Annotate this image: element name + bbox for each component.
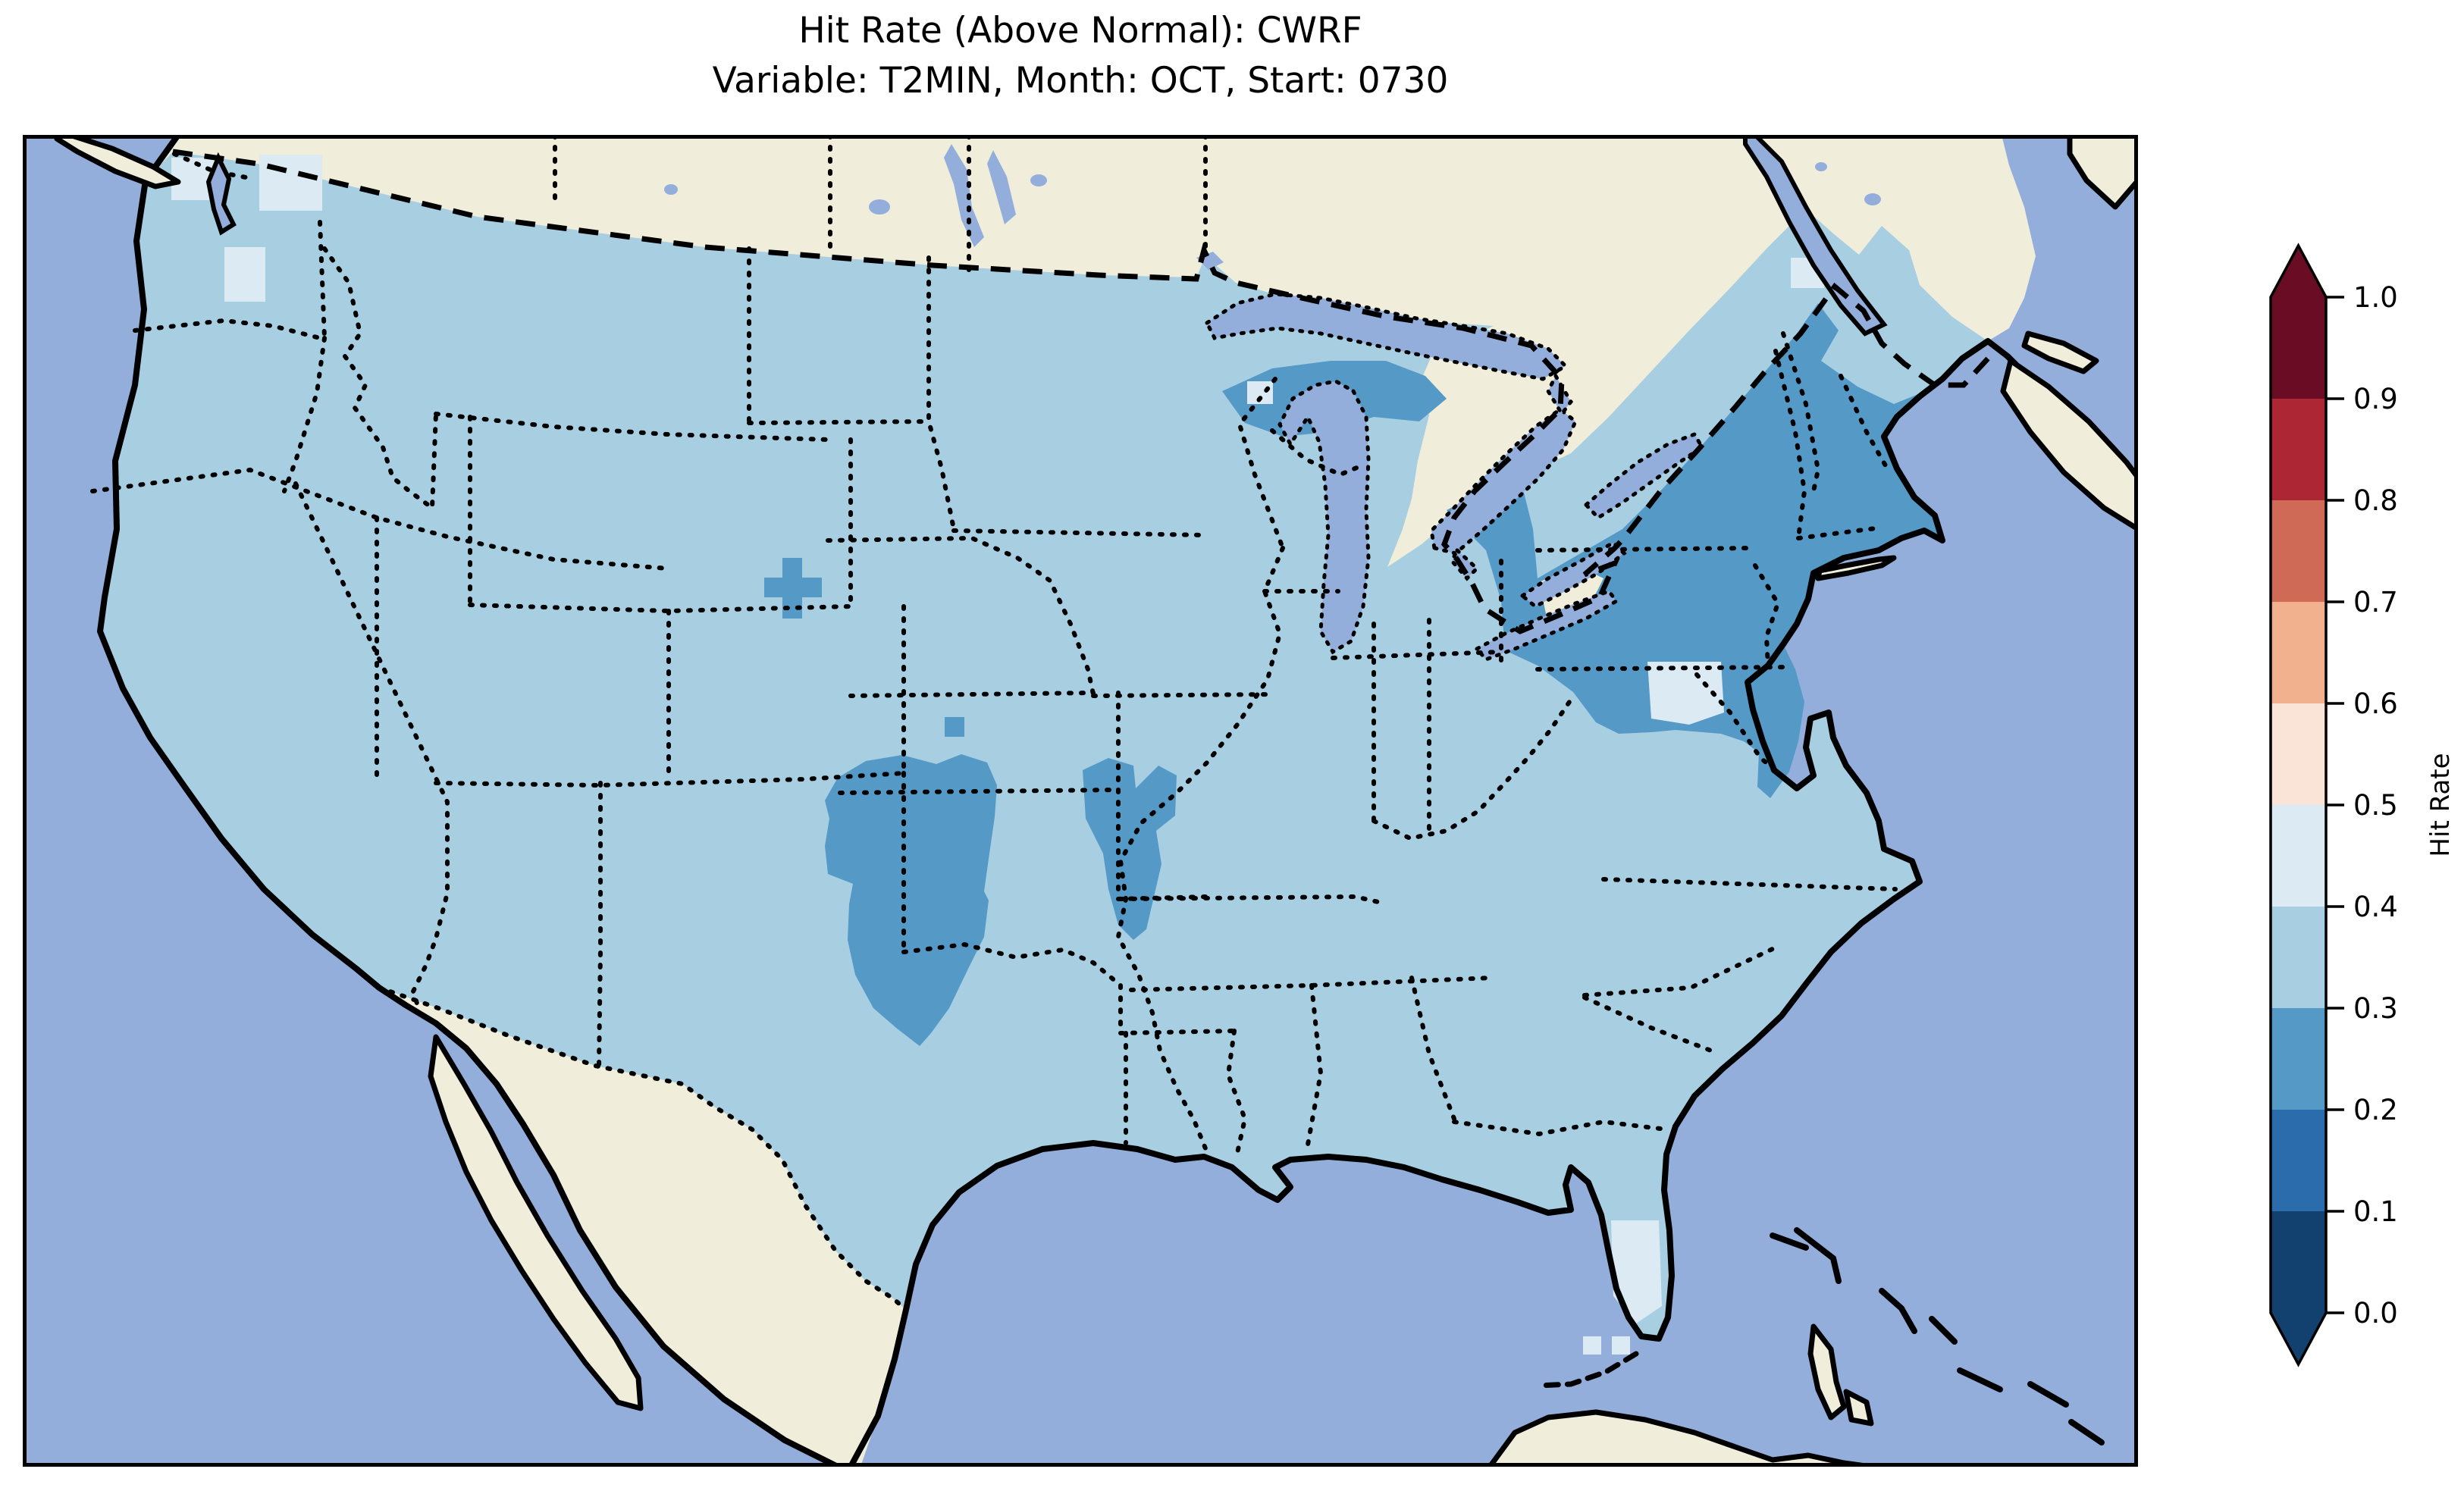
- tick-label: 0.1: [2353, 1195, 2398, 1228]
- prince-edward-island: [2021, 330, 2099, 374]
- puget-sound: [205, 152, 237, 236]
- tick-label: 0.8: [2353, 484, 2398, 517]
- tick-label: 0.3: [2353, 992, 2398, 1025]
- conus-fill-base: [100, 152, 1988, 1339]
- lake-erie: [1474, 589, 1619, 662]
- baja-california: [428, 1034, 644, 1411]
- tick-label: 0.6: [2353, 687, 2398, 720]
- canada-border: [172, 149, 1990, 634]
- title-line-1: Hit Rate (Above Normal): CWRF: [798, 10, 1362, 52]
- lake-michigan: [1277, 379, 1371, 655]
- colorbar-axis-label: Hit Rate: [2425, 753, 2456, 857]
- nova-scotia: [2000, 358, 2138, 532]
- colorbar: 1.0 0.9 0.8 0.7 0.6 0.5 0.4 0.3 0.2 0.1 …: [2269, 243, 2456, 1367]
- colorbar-arrow-over: [2271, 246, 2326, 297]
- colorbar-ticks: [2326, 296, 2344, 1314]
- lake-superior: [1204, 292, 1569, 381]
- us-hit-rate-map-canvas: [23, 135, 2138, 1467]
- hit-rate-cells-02-03: [764, 303, 1952, 1046]
- pacific-coastline: [97, 135, 841, 1467]
- tick-label: 0.7: [2353, 586, 2398, 619]
- lake-ontario: [1519, 540, 1627, 609]
- bahamas: [1770, 1227, 2105, 1445]
- tick-label: 0.4: [2353, 891, 2398, 923]
- gulf-atlantic-coastline: [848, 338, 2052, 1467]
- mexico-border: [377, 985, 908, 1312]
- colorbar-tick-labels: 1.0 0.9 0.8 0.7 0.6 0.5 0.4 0.3 0.2 0.1 …: [2353, 281, 2398, 1330]
- st-lawrence-river: [1743, 135, 1888, 337]
- figure-title: Hit Rate (Above Normal): CWRF Variable: …: [23, 6, 2138, 106]
- canada-lakes: [664, 144, 1881, 270]
- tick-label: 0.5: [2353, 789, 2398, 822]
- colorbar-arrow-under: [2271, 1313, 2326, 1364]
- tick-label: 0.0: [2353, 1297, 2398, 1330]
- tick-label: 0.2: [2353, 1094, 2398, 1126]
- title-line-2: Variable: T2MIN, Month: OCT, Start: 0730: [712, 60, 1449, 102]
- axes-frame: [23, 135, 2138, 1467]
- lake-winnipeg: [944, 144, 984, 247]
- north-shore-land: [2067, 135, 2138, 210]
- state-borders: [90, 135, 1898, 1162]
- colorbar-segments: [2271, 246, 2326, 1364]
- tick-label: 0.9: [2353, 383, 2398, 415]
- great-lakes: [1204, 292, 1705, 662]
- lake-huron: [1429, 406, 1578, 556]
- tick-label: 1.0: [2353, 281, 2398, 314]
- long-island: [1815, 555, 1897, 581]
- georgian-bay: [1583, 431, 1705, 521]
- florida-keys: [1535, 1351, 1639, 1389]
